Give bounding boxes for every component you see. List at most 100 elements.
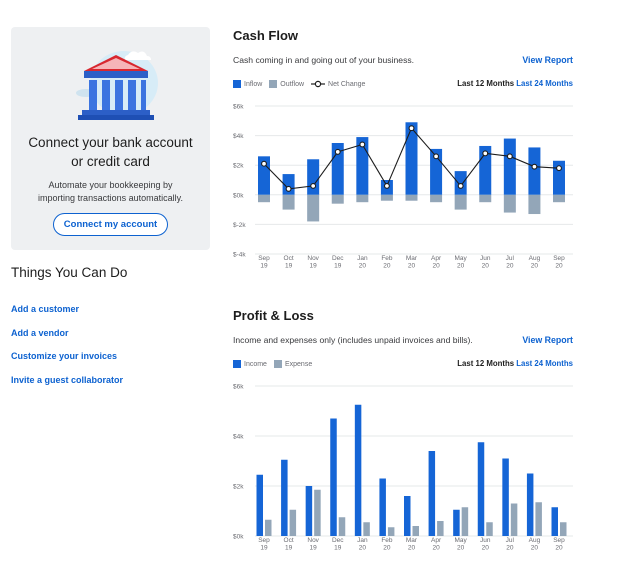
y-tick-label: $2k	[233, 484, 244, 491]
cash-flow-legend: Inflow Outflow Net Change	[233, 80, 372, 88]
expense-bar[interactable]	[486, 522, 493, 536]
left-column: Connect your bank account or credit card…	[0, 0, 222, 576]
expense-bar[interactable]	[387, 527, 395, 536]
outflow-bar[interactable]	[405, 194, 418, 201]
invite-guest-collaborator-link[interactable]: Invite a guest collaborator	[11, 374, 124, 385]
net-change-point[interactable]	[482, 150, 489, 157]
income-bar[interactable]	[404, 496, 411, 536]
inflow-bar[interactable]	[405, 122, 418, 195]
expense-bar[interactable]	[535, 502, 542, 536]
outflow-bar[interactable]	[380, 194, 393, 201]
outflow-bar[interactable]	[503, 194, 516, 213]
inflow-bar[interactable]	[258, 156, 270, 195]
inflow-bar[interactable]	[307, 159, 320, 195]
net-change-point[interactable]	[261, 160, 267, 167]
net-change-point[interactable]	[531, 163, 538, 170]
expense-bar[interactable]	[412, 526, 420, 536]
income-bar[interactable]	[502, 458, 509, 537]
income-bar[interactable]	[281, 459, 288, 536]
y-tick-label: $-4k	[233, 252, 246, 259]
customize-invoices-link[interactable]: Customize your invoices	[11, 351, 118, 361]
expense-bar[interactable]	[510, 503, 518, 537]
income-bar[interactable]	[305, 486, 313, 536]
expense-bar[interactable]	[265, 519, 272, 536]
inflow-bar[interactable]	[553, 160, 565, 195]
income-bar[interactable]	[256, 474, 264, 536]
profit-loss-range-12-months[interactable]: Last 12 Months	[457, 359, 515, 368]
net-change-point[interactable]	[506, 153, 513, 160]
income-bar[interactable]	[477, 442, 485, 536]
connect-my-account-button[interactable]: Connect my account	[53, 213, 168, 236]
income-bar[interactable]	[526, 473, 534, 537]
legend-item-expense[interactable]: Expense	[273, 360, 312, 368]
x-tick-label-year: 20	[383, 263, 391, 270]
inflow-bar[interactable]	[503, 138, 516, 195]
income-bar[interactable]	[428, 451, 436, 536]
legend-item-outflow[interactable]: Outflow	[269, 80, 304, 88]
add-customer-link[interactable]: Add a customer	[11, 304, 80, 314]
outflow-bar[interactable]	[528, 194, 541, 215]
expense-bar[interactable]	[437, 521, 444, 536]
outflow-bar[interactable]	[479, 194, 492, 203]
legend-item-net-change[interactable]: Net Change	[311, 80, 365, 88]
expense-bar[interactable]	[461, 507, 469, 536]
inflow-bar[interactable]	[356, 137, 369, 195]
outflow-bar[interactable]	[258, 194, 270, 203]
outflow-bar[interactable]	[454, 194, 467, 210]
x-tick-label-month: Apr	[431, 537, 442, 544]
list-item: Add a customer	[11, 299, 123, 323]
inflow-bar[interactable]	[282, 174, 295, 195]
bank-building-icon	[76, 51, 158, 120]
profit-loss-view-report-link[interactable]: View Report	[522, 335, 573, 345]
cash-flow-view-report-link[interactable]: View Report	[522, 55, 573, 65]
net-change-point[interactable]	[383, 182, 390, 189]
legend-item-inflow[interactable]: Inflow	[233, 80, 262, 88]
expense-bar[interactable]	[289, 509, 297, 536]
expense-bar[interactable]	[314, 489, 321, 536]
net-change-point[interactable]	[433, 153, 440, 160]
cash-flow-range-24-months[interactable]: Last 24 Months	[516, 79, 573, 88]
outflow-bar[interactable]	[307, 194, 320, 222]
x-tick-label-year: 19	[285, 263, 293, 270]
x-tick-label-month: May	[455, 255, 468, 262]
legend-label-income: Income	[244, 360, 267, 368]
add-vendor-link[interactable]: Add a vendor	[11, 327, 69, 338]
things-you-can-do-title: Things You Can Do	[11, 265, 128, 280]
x-tick-label-year: 19	[285, 545, 293, 552]
inflow-bar[interactable]	[528, 147, 541, 195]
net-change-point[interactable]	[285, 185, 292, 192]
outflow-bar[interactable]	[430, 194, 443, 203]
x-tick-label-year: 20	[482, 263, 490, 270]
net-change-point[interactable]	[556, 165, 562, 172]
bank-desc-line1: Automate your bookkeeping by	[48, 180, 173, 190]
x-tick-label-month: Apr	[431, 255, 442, 262]
cash-flow-range-selector: Last 12 Months Last 24 Months	[457, 79, 573, 88]
inflow-bar[interactable]	[454, 171, 467, 195]
outflow-bar[interactable]	[282, 194, 295, 210]
x-tick-label-month: Dec	[332, 255, 344, 262]
income-bar[interactable]	[453, 509, 460, 536]
x-tick-label-month: Oct	[284, 537, 294, 544]
legend-item-income[interactable]: Income	[233, 360, 267, 368]
net-change-point[interactable]	[334, 148, 341, 155]
expense-bar[interactable]	[363, 522, 370, 536]
outflow-bar[interactable]	[553, 194, 565, 203]
income-bar[interactable]	[379, 478, 386, 537]
x-tick-label-year: 20	[482, 545, 490, 552]
income-bar[interactable]	[354, 404, 362, 536]
y-tick-label: $0k	[233, 192, 244, 199]
income-bar[interactable]	[330, 418, 337, 537]
net-change-point[interactable]	[457, 182, 464, 189]
x-tick-label-month: Aug	[529, 537, 541, 544]
cash-flow-range-12-months[interactable]: Last 12 Months	[457, 79, 515, 88]
expense-bar[interactable]	[560, 522, 567, 536]
expense-bar[interactable]	[338, 517, 346, 536]
x-tick-label-month: Sep	[553, 255, 565, 262]
income-bar[interactable]	[551, 507, 559, 536]
profit-loss-range-24-months[interactable]: Last 24 Months	[516, 359, 573, 368]
net-change-point[interactable]	[408, 125, 415, 132]
outflow-bar[interactable]	[356, 194, 369, 203]
outflow-bar[interactable]	[331, 194, 344, 204]
net-change-point[interactable]	[359, 141, 366, 148]
net-change-point[interactable]	[310, 182, 317, 189]
